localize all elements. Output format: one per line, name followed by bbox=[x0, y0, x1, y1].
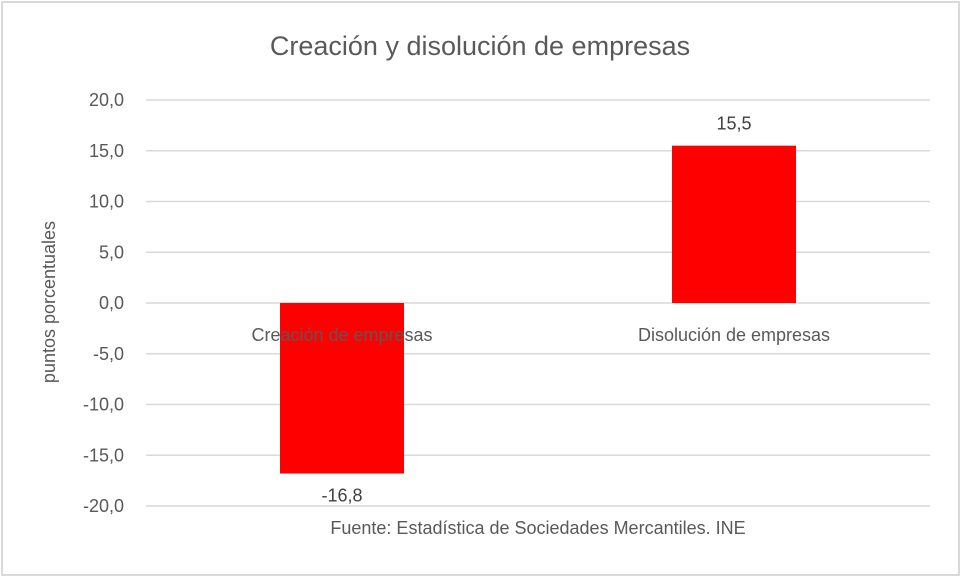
y-tick-label: 10,0 bbox=[89, 192, 124, 212]
y-tick-label: -5,0 bbox=[93, 344, 124, 364]
source-annotation: Fuente: Estadística de Sociedades Mercan… bbox=[330, 518, 745, 538]
y-tick-label: 15,0 bbox=[89, 141, 124, 161]
data-label: 15,5 bbox=[716, 114, 751, 134]
y-tick-label: 0,0 bbox=[99, 293, 124, 313]
y-tick-label: 20,0 bbox=[89, 90, 124, 110]
data-label: -16,8 bbox=[321, 486, 362, 506]
y-tick-label: -10,0 bbox=[83, 395, 124, 415]
y-axis-label: puntos porcentuales bbox=[39, 221, 59, 383]
category-label: Disolución de empresas bbox=[638, 325, 830, 345]
bar bbox=[280, 303, 404, 474]
y-tick-label: 5,0 bbox=[99, 242, 124, 262]
category-label: Creación de empresas bbox=[251, 325, 432, 345]
bar bbox=[672, 145, 796, 303]
y-tick-label: -15,0 bbox=[83, 445, 124, 465]
chart-title: Creación y disolución de empresas bbox=[270, 31, 690, 61]
y-tick-label: -20,0 bbox=[83, 496, 124, 516]
